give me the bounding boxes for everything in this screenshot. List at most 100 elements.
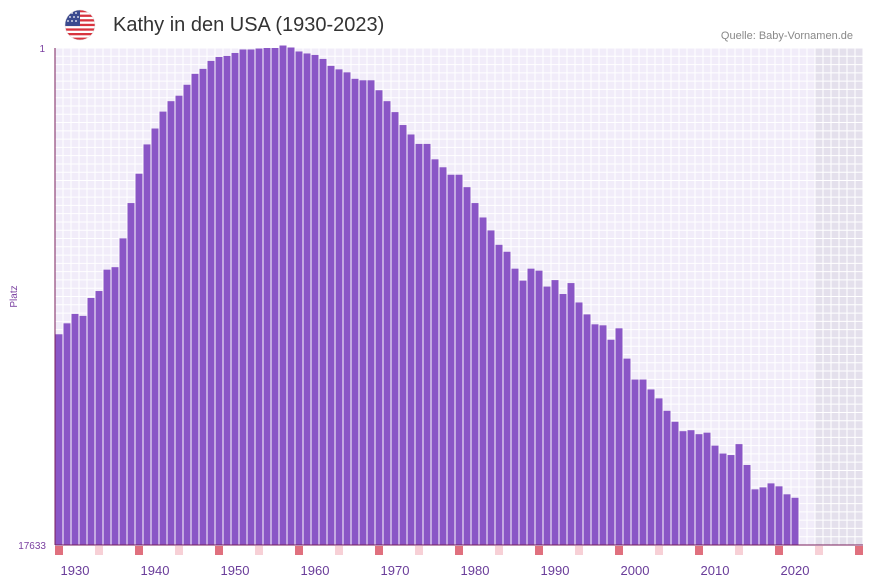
bar-2010 [711, 445, 719, 545]
bar-1965 [351, 78, 359, 546]
bar-1977 [447, 174, 455, 546]
bar-1941 [159, 111, 167, 545]
bar-1991 [559, 294, 567, 545]
bar-1930 [71, 313, 79, 545]
bar-1964 [343, 72, 351, 545]
bar-2015 [751, 489, 759, 545]
bar-1952 [247, 49, 255, 546]
bar-1938 [135, 173, 143, 545]
bar-2001 [639, 379, 647, 545]
bar-2008 [695, 434, 703, 545]
bar-2003 [655, 398, 663, 545]
bar-1990 [551, 280, 559, 545]
year-marker-1953 [255, 546, 263, 555]
x-tick-1990: 1990 [541, 563, 570, 578]
usa-flag-icon [64, 9, 96, 41]
year-marker-1983 [495, 546, 503, 555]
year-marker-1988 [535, 546, 543, 555]
bar-1980 [471, 203, 479, 545]
bar-series [55, 45, 799, 546]
bar-1968 [375, 90, 383, 546]
year-marker-1948 [215, 546, 223, 555]
bar-2011 [719, 453, 727, 545]
bar-1985 [511, 268, 519, 545]
bar-1933 [95, 291, 103, 545]
bar-1936 [119, 238, 127, 545]
bar-1996 [599, 325, 607, 545]
bar-1997 [607, 339, 615, 545]
bar-1929 [63, 323, 71, 545]
bar-1940 [151, 128, 159, 545]
x-tick-2020: 2020 [781, 563, 810, 578]
bar-1935 [111, 267, 119, 545]
bar-1982 [487, 230, 495, 546]
bar-2005 [671, 421, 679, 545]
bar-1994 [583, 314, 591, 545]
year-marker-1968 [375, 546, 383, 555]
year-marker-1973 [415, 546, 423, 555]
bar-1948 [215, 56, 223, 546]
bar-1947 [207, 60, 215, 546]
bar-2007 [687, 430, 695, 545]
year-marker-2018 [775, 546, 783, 555]
bar-2018 [775, 486, 783, 545]
bar-1959 [303, 53, 311, 545]
bar-1974 [423, 143, 431, 545]
bar-2014 [743, 464, 751, 545]
bar-2012 [727, 455, 735, 545]
year-marker-1938 [135, 546, 143, 555]
year-marker-1943 [175, 546, 183, 555]
bar-2016 [759, 487, 767, 545]
bar-1962 [327, 65, 335, 545]
year-marker-1958 [295, 546, 303, 555]
bar-1969 [383, 101, 391, 545]
year-marker-1998 [615, 546, 623, 555]
x-tick-1940: 1940 [141, 563, 170, 578]
bar-1956 [279, 45, 287, 545]
bar-1961 [319, 58, 327, 546]
bar-1979 [463, 187, 471, 545]
bar-1988 [535, 270, 543, 545]
y-bottom-label: 17633 [18, 541, 46, 552]
bar-1971 [399, 125, 407, 545]
bar-1960 [311, 54, 319, 545]
bar-1937 [127, 203, 135, 545]
bar-1999 [623, 358, 631, 545]
year-marker-1978 [455, 546, 463, 555]
source-label: Quelle: Baby-Vornamen.de [720, 30, 853, 42]
x-tick-1950: 1950 [221, 563, 250, 578]
bar-1976 [439, 167, 447, 545]
bar-1932 [87, 297, 95, 545]
x-tick-1960: 1960 [301, 563, 330, 578]
bar-2002 [647, 389, 655, 545]
year-marker-1963 [335, 546, 343, 555]
bar-1949 [223, 55, 231, 546]
bar-2013 [735, 444, 743, 545]
bar-1978 [455, 174, 463, 546]
bar-1944 [183, 84, 191, 545]
bar-1970 [391, 112, 399, 545]
bar-1967 [367, 80, 375, 546]
chart-title: Kathy in den USA (1930-2023) [113, 14, 385, 36]
year-marker-2013 [735, 546, 743, 555]
year-marker-1928 [55, 546, 63, 555]
x-tick-1970: 1970 [381, 563, 410, 578]
x-tick-2010: 2010 [701, 563, 730, 578]
x-tick-labels: 1930 1940 1950 1960 1970 1980 1990 2000 2010 2020 [61, 563, 810, 578]
y-top-label: 1 [39, 44, 45, 55]
bar-1950 [231, 52, 239, 545]
year-marker-2023 [815, 546, 823, 555]
bar-1939 [143, 144, 151, 545]
bar-1945 [191, 73, 199, 546]
bar-1998 [615, 328, 623, 545]
year-marker-1933 [95, 546, 103, 555]
bar-2019 [783, 494, 791, 545]
bar-1975 [431, 159, 439, 545]
bar-1966 [359, 80, 367, 546]
bar-1973 [415, 143, 423, 545]
bar-1928 [55, 334, 63, 545]
bar-1934 [103, 269, 111, 545]
bar-1981 [479, 217, 487, 546]
bar-2004 [663, 410, 671, 545]
